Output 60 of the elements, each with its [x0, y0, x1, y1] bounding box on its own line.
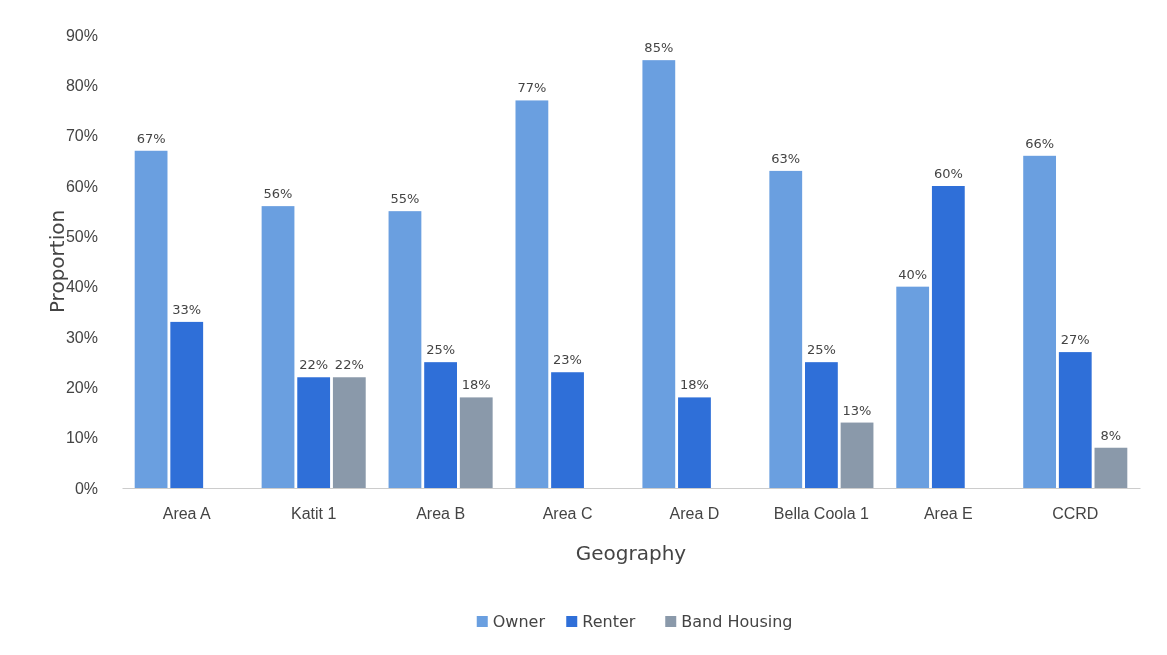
bar [678, 397, 711, 488]
bar [459, 397, 493, 488]
bar [805, 362, 838, 488]
bar [332, 377, 366, 488]
data-label: 63% [771, 150, 801, 166]
data-label: 22% [334, 357, 364, 373]
bar [769, 170, 803, 488]
data-label: 18% [461, 377, 491, 393]
data-label: 23% [553, 352, 582, 368]
bar [642, 60, 676, 488]
legend-label: Band Housing [681, 612, 793, 631]
data-label: 60% [933, 166, 963, 181]
data-label: 27% [1060, 332, 1090, 348]
data-label: 67% [136, 130, 166, 146]
y-tick-label: 30% [65, 328, 98, 346]
y-tick-label: 70% [65, 127, 98, 145]
data-label: 13% [842, 402, 872, 418]
x-tick-label: Area A [162, 505, 212, 523]
x-tick-label: Katit 1 [290, 505, 337, 523]
legend-label: Owner [492, 612, 546, 631]
bar [170, 321, 204, 488]
y-tick-label: 60% [65, 177, 98, 195]
data-label: 40% [898, 266, 928, 282]
data-label: 77% [517, 80, 547, 96]
y-tick-label: 90% [65, 26, 98, 44]
bar [1023, 155, 1057, 488]
y-tick-label: 0% [74, 479, 98, 497]
data-label: 22% [299, 357, 329, 373]
legend-label: Renter [582, 612, 636, 631]
y-tick-label: 10% [65, 429, 98, 447]
bar [551, 372, 584, 488]
bar [424, 362, 457, 488]
data-label: 25% [426, 342, 456, 358]
bar [931, 186, 965, 488]
bar [388, 211, 422, 488]
bar [297, 377, 331, 488]
bar [840, 422, 874, 488]
x-tick-label: Area B [416, 505, 466, 523]
x-axis-title: Geography [575, 541, 687, 565]
data-label: 8% [1100, 427, 1122, 443]
data-label: 33% [172, 301, 202, 317]
data-label: 18% [680, 377, 709, 393]
data-label: 55% [390, 191, 420, 207]
bar [261, 206, 295, 488]
data-label: 56% [263, 186, 293, 202]
x-tick-label: Area D [669, 505, 720, 523]
x-tick-label: CCRD [1052, 505, 1099, 523]
data-label: 66% [1025, 135, 1055, 151]
bar [896, 286, 930, 488]
y-tick-label: 80% [65, 76, 98, 94]
x-tick-label: Area E [923, 505, 973, 523]
data-label: 85% [644, 40, 674, 56]
bar [515, 100, 549, 488]
y-tick-label: 20% [65, 378, 98, 396]
x-tick-label: Area C [542, 505, 593, 523]
bar [1058, 352, 1092, 488]
data-label: 25% [806, 342, 836, 358]
bar [1094, 447, 1128, 488]
x-tick-label: Bella Coola 1 [773, 505, 870, 523]
bar [134, 150, 168, 488]
